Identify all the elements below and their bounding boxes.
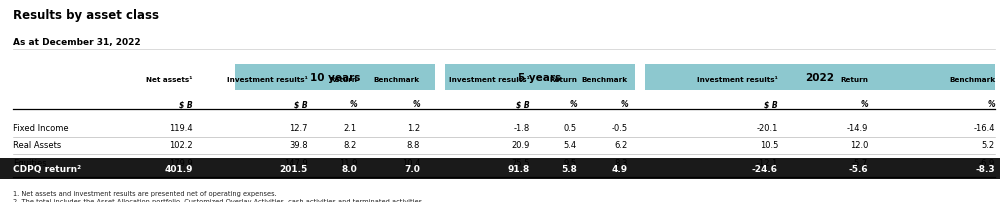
Text: 9.5: 9.5: [564, 158, 577, 167]
Text: 8.3: 8.3: [615, 158, 628, 167]
Bar: [235, 65, 435, 91]
Text: 102.2: 102.2: [169, 140, 193, 149]
Text: As at December 31, 2022: As at December 31, 2022: [13, 37, 141, 46]
Text: Fixed Income: Fixed Income: [13, 123, 69, 132]
Text: 12.7: 12.7: [290, 123, 308, 132]
Text: %: %: [987, 100, 995, 109]
Text: 75.5: 75.5: [512, 158, 530, 167]
Text: 5.2: 5.2: [982, 140, 995, 149]
Text: %: %: [860, 100, 868, 109]
Text: Investment results¹: Investment results¹: [449, 77, 530, 83]
Text: %: %: [349, 100, 357, 109]
Text: -24.6: -24.6: [752, 165, 778, 174]
Text: Benchmark: Benchmark: [374, 77, 420, 83]
Text: 8.0: 8.0: [341, 165, 357, 174]
Text: 10.5: 10.5: [760, 140, 778, 149]
Text: -0.5: -0.5: [612, 123, 628, 132]
Text: -1.8: -1.8: [514, 123, 530, 132]
Text: -6.9: -6.9: [979, 158, 995, 167]
Text: Equities: Equities: [13, 158, 47, 167]
Text: -20.1: -20.1: [757, 123, 778, 132]
Text: Benchmark: Benchmark: [582, 77, 628, 83]
Text: $ B: $ B: [294, 100, 308, 109]
Text: Investment results¹: Investment results¹: [697, 77, 778, 83]
Text: 201.5: 201.5: [280, 165, 308, 174]
Text: $ B: $ B: [179, 100, 193, 109]
Text: 5.4: 5.4: [564, 140, 577, 149]
Text: 5 years: 5 years: [518, 73, 562, 83]
Text: Net assets¹: Net assets¹: [146, 77, 193, 83]
Text: 12.0: 12.0: [850, 140, 868, 149]
Text: 119.4: 119.4: [169, 123, 193, 132]
Bar: [445, 65, 635, 91]
Text: Benchmark: Benchmark: [949, 77, 995, 83]
Text: 8.8: 8.8: [407, 140, 420, 149]
Text: 401.9: 401.9: [164, 165, 193, 174]
Text: 8.2: 8.2: [344, 140, 357, 149]
Text: $ B: $ B: [516, 100, 530, 109]
Text: -5.7: -5.7: [852, 158, 868, 167]
Text: -12.1: -12.1: [757, 158, 778, 167]
Text: %: %: [620, 100, 628, 109]
Text: -14.9: -14.9: [847, 123, 868, 132]
Bar: [0, 158, 1000, 179]
Text: 179.9: 179.9: [169, 158, 193, 167]
Text: 39.8: 39.8: [289, 140, 308, 149]
Text: 7.0: 7.0: [404, 165, 420, 174]
Text: 147.9: 147.9: [284, 158, 308, 167]
Text: Return: Return: [549, 77, 577, 83]
Text: -16.4: -16.4: [974, 123, 995, 132]
Text: 1.2: 1.2: [407, 123, 420, 132]
Text: 6.2: 6.2: [615, 140, 628, 149]
Text: 1. Net assets and investment results are presented net of operating expenses.: 1. Net assets and investment results are…: [13, 190, 277, 196]
Text: Return: Return: [329, 77, 357, 83]
Text: 2. The total includes the Asset Allocation portfolio, Customized Overlay Activit: 2. The total includes the Asset Allocati…: [13, 198, 424, 202]
Text: Results by asset class: Results by asset class: [13, 9, 159, 22]
Text: 4.9: 4.9: [612, 165, 628, 174]
Text: Real Assets: Real Assets: [13, 140, 61, 149]
Text: 10 years: 10 years: [310, 73, 360, 83]
Text: 91.8: 91.8: [508, 165, 530, 174]
Text: 10.4: 10.4: [402, 158, 420, 167]
Text: %: %: [412, 100, 420, 109]
Text: %: %: [569, 100, 577, 109]
Text: Investment results¹: Investment results¹: [227, 77, 308, 83]
Text: -8.3: -8.3: [975, 165, 995, 174]
Text: 2022: 2022: [806, 73, 835, 83]
Text: Return: Return: [840, 77, 868, 83]
Text: 20.9: 20.9: [512, 140, 530, 149]
Text: $ B: $ B: [764, 100, 778, 109]
Bar: [645, 65, 995, 91]
Text: 2.1: 2.1: [344, 123, 357, 132]
Text: 0.5: 0.5: [564, 123, 577, 132]
Text: 5.8: 5.8: [561, 165, 577, 174]
Text: 11.9: 11.9: [339, 158, 357, 167]
Text: CDPQ return²: CDPQ return²: [13, 165, 81, 174]
Text: -5.6: -5.6: [848, 165, 868, 174]
